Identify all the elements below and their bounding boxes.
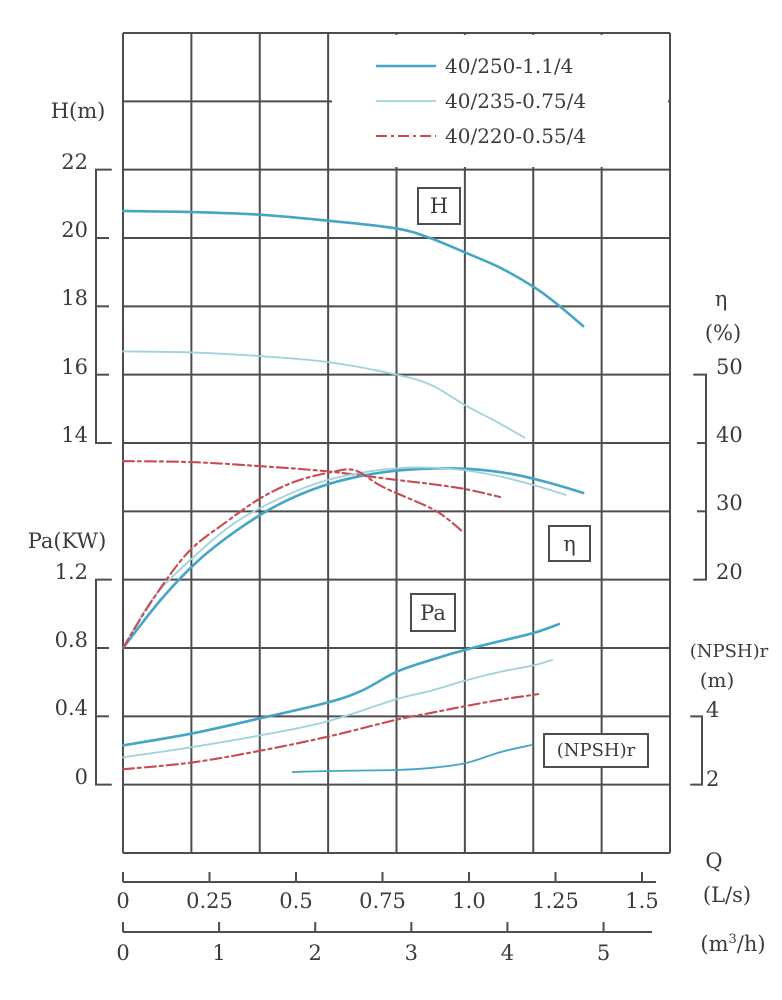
curve-label-box-Pa: Pa [410, 593, 456, 632]
curve-label-box-eta: η [548, 525, 591, 562]
curve-label-NPSHr: (NPSH)r [556, 740, 636, 761]
q-ls-tick-label: 1.0 [452, 889, 486, 913]
pa-axis-title: Pa(KW) [27, 529, 107, 553]
eta-tick-label: 20 [716, 559, 743, 584]
legend-item: 40/235-0.75/4 [375, 87, 668, 115]
curve-label-H: H [429, 194, 449, 218]
q-m3h-tick-label: 2 [308, 941, 322, 965]
h-tick-label: 16 [61, 354, 88, 379]
q-ls-tick-label: 1.25 [532, 889, 579, 913]
legend-label: 40/250-1.1/4 [445, 54, 574, 78]
eta-axis-title: η [714, 287, 728, 311]
legend-line-sample [376, 100, 436, 102]
q-ls-tick-label: 0.5 [279, 889, 313, 913]
q-axis-unit-m3h: (m3/h) [700, 932, 766, 956]
legend-line-sample [376, 64, 436, 68]
q-m3h-tick-label: 4 [500, 941, 515, 965]
npsh-axis-unit: (m) [699, 668, 735, 692]
curve-label-Pa: Pa [420, 600, 446, 625]
eta-axis-unit: (%) [704, 321, 742, 345]
pa-tick-label: 0 [74, 764, 88, 789]
q-m3h-tick-label: 5 [596, 941, 611, 965]
q-axis-title: Q [705, 849, 723, 873]
q-ls-tick-label: 0 [116, 889, 130, 913]
h-tick-label: 20 [61, 218, 88, 242]
legend-item: 40/220-0.55/4 [375, 122, 668, 150]
npsh-tick-label: 2 [706, 766, 720, 791]
curve-label-eta: η [563, 531, 576, 556]
q-m3h-tick-label: 1 [212, 941, 226, 965]
h-axis-title: H(m) [50, 99, 106, 123]
h-tick-label: 14 [61, 423, 88, 447]
legend-line-sample [376, 134, 436, 138]
q-axis-unit-ls: (L/s) [702, 883, 752, 907]
q-ls-tick-label: 0.25 [186, 889, 233, 913]
eta-tick-label: 40 [716, 423, 743, 447]
eta-tick-label: 50 [716, 354, 743, 379]
legend-label: 40/235-0.75/4 [445, 89, 587, 113]
q-m3h-tick-label: 3 [404, 941, 419, 965]
legend-item: 40/250-1.1/4 [375, 52, 668, 80]
pa-tick-label: 1.2 [54, 559, 88, 584]
pa-tick-label: 0.4 [54, 696, 88, 721]
curve-label-box-NPSHr: (NPSH)r [543, 733, 649, 768]
h-tick-label: 22 [61, 149, 88, 174]
legend-label: 40/220-0.55/4 [445, 124, 587, 148]
q-ls-tick-label: 1.5 [625, 889, 659, 913]
h-tick-label: 18 [61, 286, 88, 311]
legend: 40/250-1.1/4 40/235-0.75/4 40/220-0.55/4 [333, 35, 668, 167]
pa-tick-label: 0.8 [54, 628, 88, 652]
q-ls-tick-label: 0.75 [359, 889, 406, 913]
npsh-axis-title: (NPSH)r [689, 641, 769, 662]
npsh-tick-label: 4 [706, 698, 720, 723]
curve-label-box-H: H [417, 187, 461, 225]
q-m3h-tick-label: 0 [116, 941, 130, 965]
eta-tick-label: 30 [716, 491, 743, 516]
